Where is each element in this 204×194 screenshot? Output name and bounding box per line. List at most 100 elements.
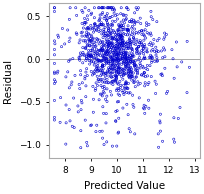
Point: [115, 68, 118, 71]
Point: [108, 38, 111, 41]
Point: [129, 60, 132, 63]
Point: [106, 6, 109, 9]
Point: [68, 108, 71, 111]
Point: [99, 66, 102, 69]
Point: [118, 94, 121, 97]
Point: [163, 32, 166, 35]
Point: [125, 60, 129, 63]
Point: [105, 112, 108, 115]
Point: [114, 20, 117, 23]
Point: [124, 18, 127, 21]
Point: [105, 18, 108, 22]
Point: [122, 68, 125, 71]
Point: [95, 58, 98, 61]
Point: [112, 58, 115, 61]
Point: [119, 38, 122, 41]
Point: [121, 39, 124, 42]
Point: [116, 60, 119, 63]
Point: [81, 31, 84, 34]
Point: [108, 68, 111, 71]
Point: [107, 60, 110, 63]
Point: [117, 100, 120, 103]
Point: [111, 145, 114, 148]
Point: [93, 16, 96, 19]
Point: [103, 87, 106, 90]
Point: [128, 76, 131, 79]
Point: [180, 60, 183, 63]
Point: [83, 6, 87, 9]
Point: [107, 81, 110, 84]
Point: [109, 81, 113, 85]
Point: [110, 32, 113, 35]
Point: [93, 63, 96, 67]
Point: [101, 59, 104, 62]
Point: [127, 71, 130, 74]
Point: [146, 64, 149, 67]
Point: [84, 95, 88, 98]
Point: [53, 62, 56, 65]
Point: [123, 44, 126, 47]
Point: [111, 54, 115, 57]
Point: [135, 40, 139, 43]
Point: [126, 57, 129, 60]
Point: [53, 48, 56, 51]
Point: [114, 57, 118, 60]
Point: [145, 50, 148, 53]
Point: [102, 28, 105, 31]
Point: [124, 82, 127, 85]
Point: [129, 72, 132, 75]
Point: [106, 21, 109, 24]
Point: [118, 58, 122, 61]
Point: [151, 42, 155, 45]
Point: [100, 23, 103, 26]
Point: [106, 41, 109, 44]
Point: [110, 41, 114, 44]
Point: [122, 93, 125, 96]
Point: [170, 48, 174, 51]
Point: [115, 75, 118, 78]
Point: [106, 23, 109, 26]
Point: [94, 130, 98, 133]
Point: [160, 72, 163, 75]
Point: [79, 129, 82, 132]
Point: [106, 69, 109, 72]
Point: [136, 67, 140, 70]
Point: [110, 80, 113, 83]
Point: [142, 71, 146, 74]
Point: [115, 58, 118, 61]
Point: [102, 90, 105, 93]
Point: [83, 23, 86, 26]
Point: [149, 54, 152, 57]
Point: [104, 51, 108, 55]
Point: [116, 57, 119, 60]
Point: [92, 111, 95, 114]
Point: [114, 120, 118, 123]
Point: [101, 41, 104, 44]
Point: [105, 57, 108, 60]
Point: [105, 53, 108, 56]
Point: [112, 75, 115, 78]
Point: [104, 57, 108, 60]
Point: [145, 47, 149, 50]
Point: [115, 39, 119, 42]
Point: [68, 119, 72, 122]
Point: [89, 51, 93, 54]
Point: [56, 34, 60, 37]
Point: [86, 52, 90, 55]
Point: [188, 66, 191, 69]
Point: [101, 40, 104, 43]
Point: [156, 39, 159, 42]
Point: [92, 31, 95, 34]
Point: [84, 46, 88, 49]
Point: [122, 69, 126, 72]
Point: [106, 23, 110, 26]
Point: [80, 22, 84, 25]
Point: [125, 103, 129, 106]
Point: [144, 75, 147, 78]
Point: [143, 57, 146, 60]
Point: [97, 59, 100, 62]
Point: [64, 143, 68, 146]
Point: [101, 49, 104, 52]
Point: [143, 45, 146, 48]
Point: [110, 64, 114, 67]
